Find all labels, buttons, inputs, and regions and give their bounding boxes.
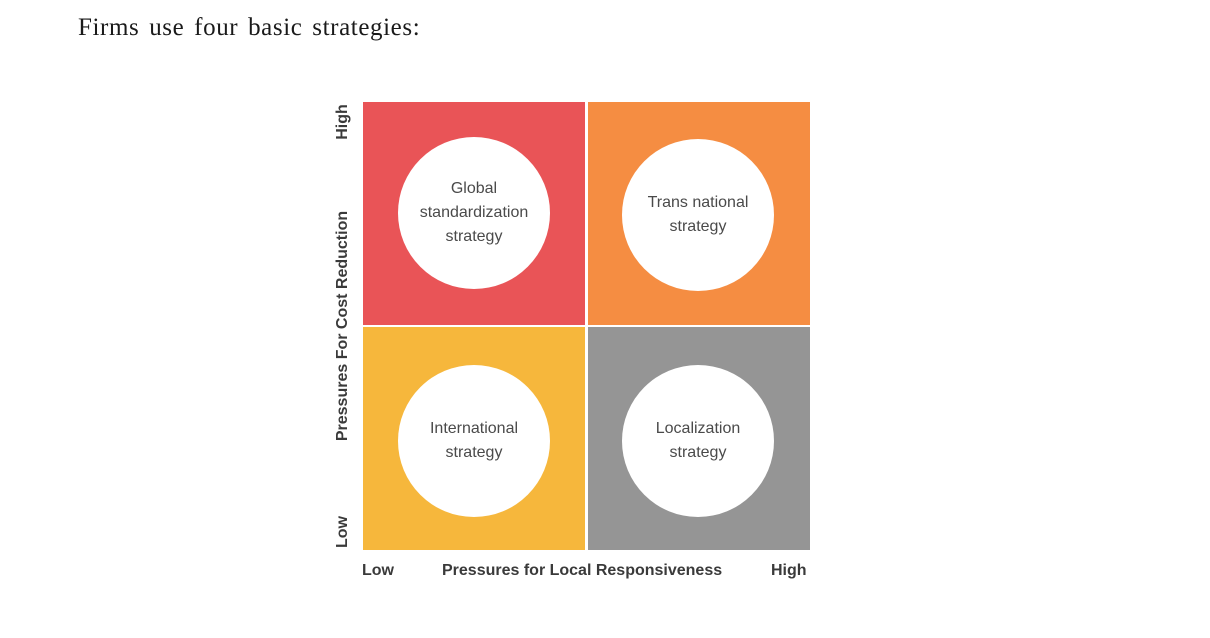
y-axis-title-wrap: Pressures For Cost Reduction	[331, 176, 355, 476]
localization-label: Localization strategy	[655, 420, 741, 461]
transnational-label: Trans national strategy	[647, 194, 749, 235]
y-axis-high-label: High	[334, 104, 351, 140]
y-axis-title: Pressures For Cost Reduction	[334, 210, 351, 442]
y-axis-low-wrap: Low	[331, 502, 355, 562]
international-label: International strategy	[429, 420, 519, 461]
quadrant-global-standardization: Global standardization strategy	[363, 102, 585, 325]
x-axis-high-label: High	[771, 562, 807, 579]
x-axis-title: Pressures for Local Responsiveness	[442, 562, 723, 579]
strategy-matrix: Global standardization strategy Trans na…	[363, 102, 810, 550]
quadrant-localization: Localization strategy	[588, 327, 810, 550]
page-heading: Firms use four basic strategies:	[78, 14, 421, 41]
global-standardization-label: Global standardization strategy	[419, 180, 529, 245]
quadrant-circle: Localization strategy	[622, 365, 774, 517]
quadrant-circle: International strategy	[398, 365, 550, 517]
y-axis-low-label: Low	[334, 516, 351, 548]
y-axis-high-wrap: High	[331, 92, 355, 152]
quadrant-transnational: Trans national strategy	[588, 102, 810, 325]
x-axis-low-label: Low	[362, 562, 394, 579]
quadrant-circle: Global standardization strategy	[398, 137, 550, 289]
quadrant-international: International strategy	[363, 327, 585, 550]
quadrant-circle: Trans national strategy	[622, 139, 774, 291]
